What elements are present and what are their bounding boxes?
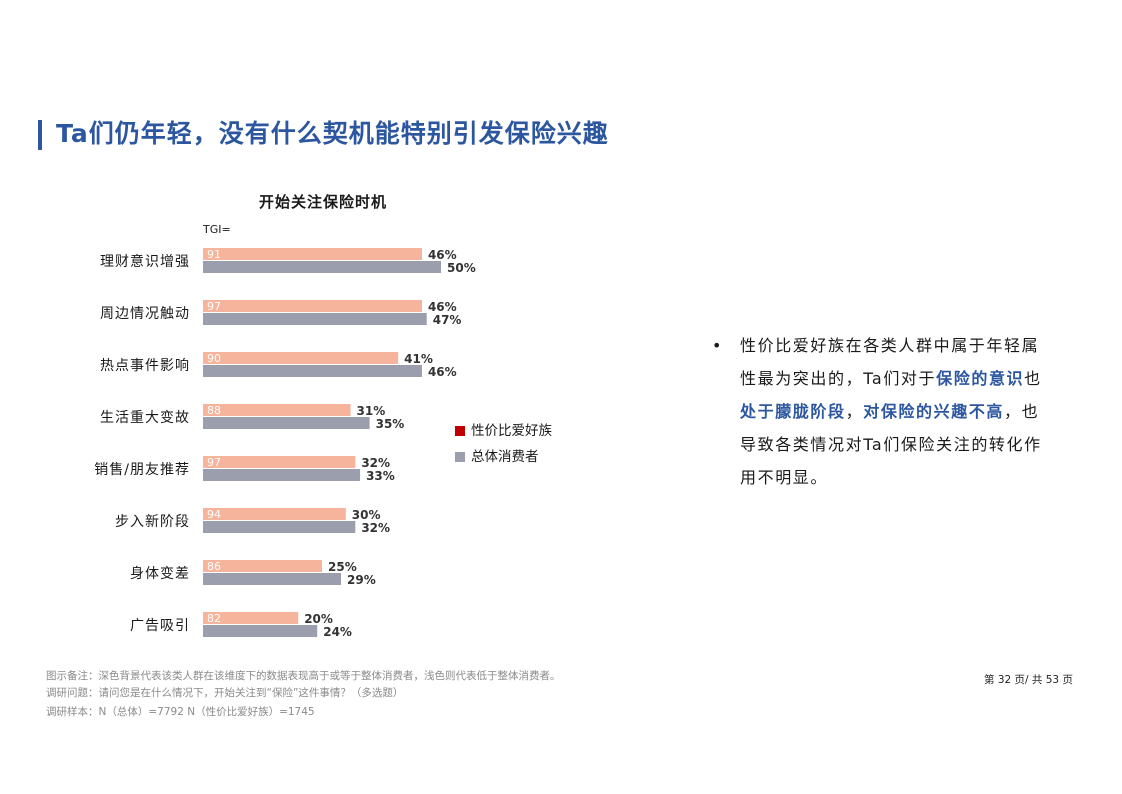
bar-series1	[203, 300, 422, 312]
insight-highlight: 处于朦胧阶段	[740, 402, 846, 421]
bar-series2	[203, 469, 361, 481]
chart-legend: 性价比爱好族 总体消费者	[455, 423, 552, 465]
insight-highlight: 对保险的兴趣不高	[863, 402, 1005, 421]
category-label: 生活重大变故	[100, 410, 190, 426]
bar-series2	[203, 625, 318, 637]
bar-series2	[203, 521, 356, 533]
bar-series2	[203, 365, 422, 377]
bar-series2	[203, 573, 342, 585]
data-label-series2: 29%	[347, 573, 376, 587]
page-title: Ta们仍年轻，没有什么契机能特别引发保险兴趣	[56, 119, 609, 148]
insight-text-part: ，也导致各类情况对Ta们保险关注的转化作用不明显。	[740, 402, 1042, 487]
tgi-value: 94	[207, 508, 221, 521]
bar-series2	[203, 261, 441, 273]
bar-series1	[203, 352, 399, 364]
chart-title: 开始关注保险时机	[259, 193, 387, 211]
data-label-series1: 20%	[304, 612, 333, 626]
insight-text-part: ，	[845, 402, 864, 421]
tgi-value: 97	[207, 300, 221, 313]
data-label-series2: 50%	[447, 261, 476, 275]
tgi-value: 86	[207, 560, 221, 573]
chart-note: 图示备注：深色背景代表该类人群在该维度下的数据表现高于或等于整体消费者，浅色则代…	[46, 670, 561, 682]
survey-sample: 调研样本：N（总体）=7792 N（性价比爱好族）=1745	[46, 706, 315, 718]
data-label-series1: 41%	[404, 352, 433, 366]
tgi-value: 97	[207, 456, 221, 469]
bar-series1	[203, 612, 299, 624]
legend-label-series2: 总体消费者	[471, 449, 539, 465]
category-label: 身体变差	[130, 566, 190, 582]
insight-highlight: 保险的意识	[936, 369, 1025, 388]
data-label-series2: 33%	[366, 469, 395, 483]
legend-swatch-series1	[455, 426, 465, 436]
bar-chart: 开始关注保险时机 TGI= 理财意识增强 91 46%50%周边情况触动 97 46%4…	[94, 193, 552, 639]
bar-series1	[203, 404, 351, 416]
category-label: 热点事件影响	[100, 358, 190, 374]
bar-series2	[203, 313, 427, 325]
insight-text-part: 也	[1024, 369, 1042, 388]
tgi-value: 82	[207, 612, 221, 625]
category-label: 理财意识增强	[100, 253, 190, 270]
category-label: 周边情况触动	[100, 306, 190, 322]
data-label-series1: 31%	[357, 404, 386, 418]
data-label-series1: 46%	[428, 300, 457, 314]
category-label: 广告吸引	[130, 618, 190, 634]
data-label-series1: 46%	[428, 248, 457, 262]
data-label-series2: 35%	[376, 417, 405, 431]
data-label-series1: 30%	[352, 508, 381, 522]
tgi-value: 90	[207, 352, 221, 365]
title-accent-bar	[38, 120, 42, 150]
category-label: 步入新阶段	[115, 514, 190, 530]
bar-series1	[203, 248, 422, 260]
legend-swatch-series2	[455, 452, 465, 462]
bar-series1	[203, 456, 356, 468]
insight-text: 性价比爱好族在各类人群中属于年轻属性最为突出的，Ta们对于保险的意识也处于朦胧阶…	[740, 329, 1056, 494]
insight-text-part: 性价比爱好族在各类人群中属于年轻属性最为突出的，Ta们对于	[740, 336, 1040, 388]
tgi-value: 88	[207, 404, 221, 417]
data-label-series1: 32%	[361, 456, 390, 470]
data-label-series2: 46%	[428, 365, 457, 379]
tgi-label: TGI=	[202, 223, 231, 236]
data-label-series2: 32%	[361, 521, 390, 535]
legend-label-series1: 性价比爱好族	[471, 423, 552, 439]
survey-question: 调研问题：请问您是在什么情况下，开始关注到“保险”这件事情？（多选题）	[46, 687, 404, 699]
bar-series1	[203, 508, 346, 520]
page-number: 第 32 页/ 共 53 页	[984, 674, 1073, 686]
tgi-value: 91	[207, 248, 221, 261]
bar-series2	[203, 417, 370, 429]
data-label-series2: 24%	[323, 625, 352, 639]
bullet-dot: •	[712, 336, 724, 355]
category-label: 销售/朋友推荐	[94, 462, 190, 478]
data-label-series2: 47%	[433, 313, 462, 327]
bar-series1	[203, 560, 322, 572]
data-label-series1: 25%	[328, 560, 357, 574]
